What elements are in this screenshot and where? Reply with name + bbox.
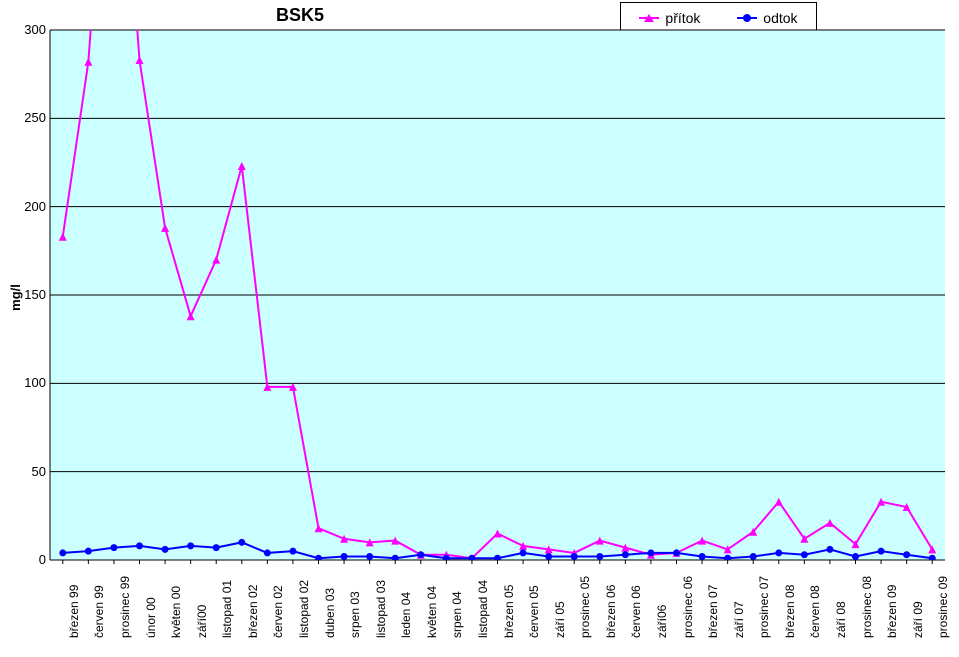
- y-tick-label: 0: [20, 552, 46, 567]
- x-tick-label: červen 02: [271, 585, 285, 638]
- x-tick-label: červen 05: [527, 585, 541, 638]
- x-tick-label: září 07: [732, 601, 746, 638]
- x-tick-label: červen 06: [629, 585, 643, 638]
- x-tick-label: březen 06: [604, 585, 618, 638]
- x-tick-label: březen 09: [885, 585, 899, 638]
- x-tick-label: prosinec 08: [860, 576, 874, 638]
- y-tick-label: 100: [20, 375, 46, 390]
- y-tick-label: 300: [20, 22, 46, 37]
- x-tick-label: prosinec 07: [757, 576, 771, 638]
- x-tick-label: březen 07: [706, 585, 720, 638]
- y-tick-label: 150: [20, 287, 46, 302]
- x-tick-label: leden 04: [399, 592, 413, 638]
- x-tick-label: březen 05: [502, 585, 516, 638]
- x-tick-label: listopad 04: [476, 580, 490, 638]
- x-tick-label: prosinec 09: [936, 576, 950, 638]
- x-tick-label: duben 03: [323, 588, 337, 638]
- y-tick-label: 50: [20, 464, 46, 479]
- x-tick-label: červen 99: [92, 585, 106, 638]
- x-tick-label: březen 99: [67, 585, 81, 638]
- x-tick-label: srpen 03: [348, 591, 362, 638]
- x-tick-label: září 08: [834, 601, 848, 638]
- x-tick-label: září00: [195, 605, 209, 638]
- x-tick-label: červen 08: [808, 585, 822, 638]
- chart-svg: [0, 0, 959, 657]
- x-tick-label: srpen 04: [450, 591, 464, 638]
- x-tick-label: březen 08: [783, 585, 797, 638]
- y-tick-label: 250: [20, 110, 46, 125]
- y-tick-label: 200: [20, 199, 46, 214]
- x-tick-label: březen 02: [246, 585, 260, 638]
- x-tick-label: prosinec 99: [118, 576, 132, 638]
- x-tick-label: listopad 01: [220, 580, 234, 638]
- x-tick-label: září 05: [553, 601, 567, 638]
- x-tick-label: květen 04: [425, 586, 439, 638]
- x-tick-label: listopad 02: [297, 580, 311, 638]
- x-tick-label: květen 00: [169, 586, 183, 638]
- x-tick-label: září 09: [911, 601, 925, 638]
- chart-container: BSK5 přítokodtok mg/l 050100150200250300…: [0, 0, 959, 657]
- x-tick-label: listopad 03: [374, 580, 388, 638]
- x-tick-label: září06: [655, 605, 669, 638]
- x-tick-label: prosinec 06: [681, 576, 695, 638]
- x-tick-label: únor 00: [144, 597, 158, 638]
- x-tick-label: prosinec 05: [578, 576, 592, 638]
